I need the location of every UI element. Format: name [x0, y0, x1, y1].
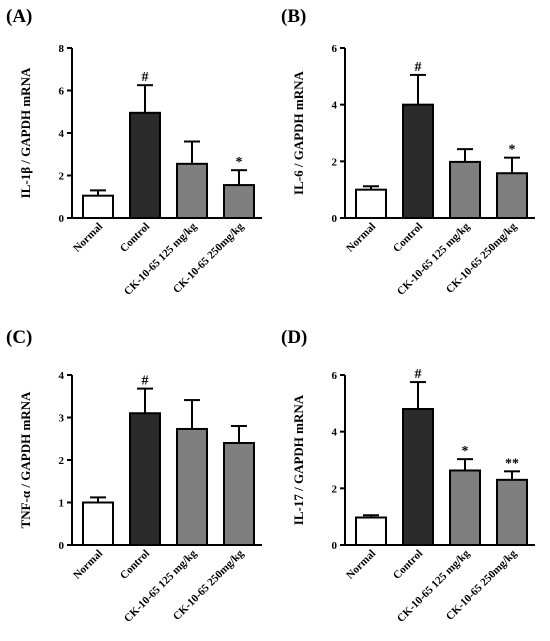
chart-panel-1: (A) IL-1β / GAPDH mRNA 0 2 4 6 8 Normal # Control… — [6, 6, 262, 298]
x-tick-label: Normal — [344, 548, 378, 582]
y-tick-label: 0 — [332, 540, 338, 552]
chart-panel-4: (D) IL-17 / GAPDH mRNA 0 2 4 6 Normal # Control *… — [281, 327, 535, 625]
bar-4 — [223, 442, 255, 546]
y-tick-label: 0 — [59, 213, 65, 225]
bar-3 — [449, 160, 481, 219]
y-tick-label: 6 — [59, 86, 65, 98]
panel-letter: (D) — [281, 327, 307, 348]
significance-marker: # — [142, 374, 149, 389]
y-tick-label: 6 — [332, 43, 338, 55]
y-tick-label: 4 — [332, 100, 338, 112]
y-tick-label: 2 — [332, 156, 338, 168]
y-tick-label: 0 — [59, 540, 65, 552]
y-tick-label: 2 — [59, 455, 65, 467]
bar-3 — [176, 162, 208, 219]
bar-1 — [82, 194, 114, 219]
panel-letter: (A) — [6, 6, 32, 27]
significance-marker: * — [509, 143, 516, 158]
chart-panel-3: (C) TNF-α / GAPDH mRNA 0 1 2 3 4 Normal # Control… — [6, 327, 262, 625]
y-axis-label: IL-17 / GAPDH mRNA — [291, 394, 306, 525]
chart-panel-2: (B)IL-6 / GAPDH mRNA0246Normal#ControlCK… — [281, 6, 535, 298]
y-tick-label: 3 — [59, 413, 65, 425]
y-tick-label: 8 — [59, 43, 65, 55]
y-tick-label: 4 — [59, 128, 65, 140]
y-axis-label: IL-6 / GAPDH mRNA — [291, 70, 306, 194]
bar-2 — [129, 412, 161, 546]
bar-1 — [82, 501, 114, 546]
x-tick-label: Control — [118, 548, 152, 582]
y-axis-label: TNF-α / GAPDH mRNA — [18, 391, 33, 528]
bar-4 — [496, 172, 528, 220]
y-tick-label: 4 — [59, 370, 65, 382]
bar-4 — [496, 478, 528, 547]
x-tick-label: Normal — [71, 548, 105, 582]
significance-marker: ** — [505, 456, 519, 471]
bar-2 — [402, 408, 434, 546]
x-tick-label: Normal — [71, 221, 105, 255]
y-tick-label: 6 — [332, 370, 338, 382]
y-tick-label: 2 — [332, 483, 338, 495]
significance-marker: # — [415, 60, 422, 75]
x-tick-label: Normal — [344, 221, 378, 255]
bar-2 — [129, 111, 161, 219]
y-tick-label: 4 — [332, 427, 338, 439]
bar-2 — [402, 103, 434, 219]
y-tick-label: 2 — [59, 171, 65, 183]
bar-1 — [355, 188, 387, 220]
y-tick-label: 0 — [332, 213, 338, 225]
significance-marker: # — [142, 70, 149, 85]
x-tick-label: Control — [391, 221, 425, 255]
significance-marker: # — [415, 367, 422, 382]
bar-3 — [176, 427, 208, 547]
bar-1 — [355, 516, 387, 546]
panel-letter: (B) — [281, 6, 306, 27]
significance-marker: * — [236, 155, 243, 170]
x-tick-label: Control — [118, 221, 152, 255]
significance-marker: * — [462, 444, 469, 459]
panel-letter: (C) — [6, 327, 32, 348]
y-tick-label: 1 — [59, 498, 65, 510]
bar-3 — [449, 469, 481, 547]
bar-4 — [223, 184, 255, 219]
x-tick-label: Control — [391, 548, 425, 582]
y-axis-label: IL-1β / GAPDH mRNA — [18, 67, 33, 198]
